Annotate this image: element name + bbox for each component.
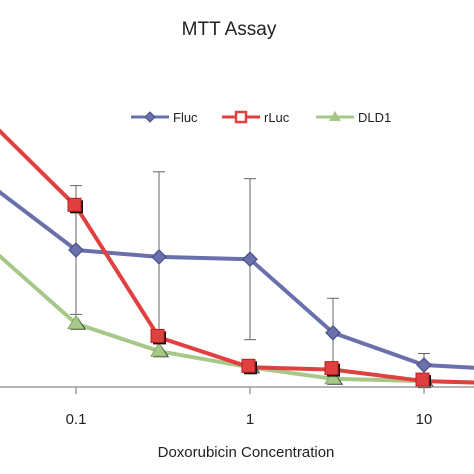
legend-label-rluc: rLuc bbox=[264, 110, 290, 125]
legend-marker bbox=[234, 110, 248, 124]
fluc-data-point bbox=[416, 357, 432, 373]
rluc-data-point bbox=[324, 361, 341, 377]
series-markers bbox=[67, 197, 434, 389]
legend-item-dld1: DLD1 bbox=[316, 110, 391, 125]
legend-item-fluc: Fluc bbox=[131, 110, 198, 125]
x-tick-label: 0.1 bbox=[66, 411, 87, 428]
legend-marker bbox=[329, 111, 341, 121]
dld1-data-point bbox=[324, 369, 344, 385]
rluc-data-point bbox=[150, 328, 167, 345]
x-axis-title: Doxorubicin Concentration bbox=[158, 444, 335, 461]
dld1-data-point bbox=[150, 342, 170, 358]
rluc-data-point bbox=[67, 197, 83, 214]
fluc-data-point bbox=[325, 324, 341, 341]
x-tick-label: 1 bbox=[246, 411, 254, 428]
legend-item-rluc: rLuc bbox=[222, 110, 290, 125]
legend-label-fluc: Fluc bbox=[173, 110, 198, 125]
error-bars bbox=[70, 171, 430, 377]
legend: Fluc rLuc DLD1 bbox=[131, 110, 391, 125]
legend-label-dld1: DLD1 bbox=[358, 110, 391, 125]
fluc-data-point bbox=[242, 251, 258, 268]
dld1-data-point bbox=[67, 314, 86, 330]
x-axis-ticks: 0.1 1 10 bbox=[66, 387, 433, 428]
legend-marker bbox=[144, 111, 156, 123]
fluc-data-point bbox=[151, 249, 167, 265]
rluc-data-point bbox=[241, 358, 257, 375]
x-tick-label: 10 bbox=[416, 411, 433, 428]
fluc-data-point bbox=[68, 242, 84, 258]
chart-title: MTT Assay bbox=[182, 19, 277, 40]
rluc-data-point bbox=[415, 372, 431, 389]
